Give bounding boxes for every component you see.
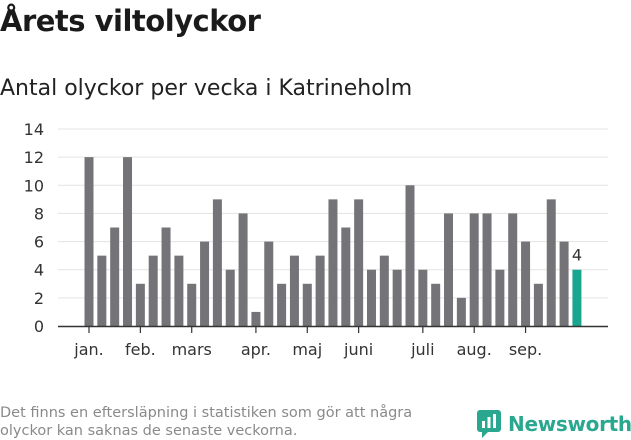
bar-week-11 bbox=[212, 199, 222, 326]
bar-week-37 bbox=[546, 199, 556, 326]
bar-week-3 bbox=[110, 227, 120, 326]
x-tick-label-aug: aug. bbox=[457, 340, 492, 359]
bar-week-16 bbox=[277, 283, 287, 326]
bar-week-9 bbox=[187, 283, 197, 326]
x-axis: jan. feb. mars apr. maj juni juli aug. sep. bbox=[58, 325, 608, 359]
x-tick-label-juni: juni bbox=[343, 340, 373, 359]
bar-week-17 bbox=[289, 255, 299, 326]
y-tick-label-0: 0 bbox=[34, 317, 44, 336]
y-tick-label-2: 2 bbox=[34, 289, 44, 308]
chart-subtitle: Antal olyckor per vecka i Katrineholm bbox=[0, 76, 413, 101]
bar-week-18 bbox=[302, 283, 312, 326]
bar-week-25 bbox=[392, 269, 402, 326]
bar-week-24 bbox=[379, 255, 389, 326]
bar-week-36 bbox=[533, 283, 543, 326]
bar-week-26 bbox=[405, 185, 415, 326]
y-tick-label-4: 4 bbox=[34, 261, 44, 280]
newsworthy-chart-icon bbox=[477, 410, 501, 438]
bar-week-33 bbox=[495, 269, 505, 326]
bar-week-32 bbox=[482, 213, 492, 326]
bar-week-13 bbox=[238, 213, 248, 326]
y-tick-label-10: 10 bbox=[24, 176, 44, 195]
bar-week-2 bbox=[97, 255, 107, 326]
y-tick-label-14: 14 bbox=[24, 120, 44, 139]
bar-week-20 bbox=[328, 199, 338, 326]
bar-week-34 bbox=[508, 213, 518, 326]
bar-week-39 bbox=[572, 269, 582, 326]
brand-name: Newsworthy bbox=[508, 412, 631, 436]
bar-week-28 bbox=[431, 283, 441, 326]
bar-week-1 bbox=[84, 157, 94, 326]
x-tick-label-juli: juli bbox=[410, 340, 434, 359]
data-labels: 4 bbox=[572, 246, 582, 265]
y-axis-ticks: 0 2 4 6 8 10 12 14 bbox=[24, 120, 44, 336]
newsworthy-logo: Newsworthy bbox=[476, 408, 631, 440]
bars bbox=[84, 157, 582, 326]
bar-week-27 bbox=[418, 269, 428, 326]
footnote: Det finns en eftersläpning i statistiken… bbox=[0, 405, 413, 439]
bar-week-7 bbox=[161, 227, 171, 326]
x-tick-label-jan: jan. bbox=[73, 340, 103, 359]
bar-chart: 0 2 4 6 8 10 12 14 jan. feb. mars apr. maj juni juli a… bbox=[24, 120, 608, 359]
bar-week-23 bbox=[366, 269, 376, 326]
y-tick-label-8: 8 bbox=[34, 204, 44, 223]
x-tick-label-sep: sep. bbox=[509, 340, 542, 359]
bar-week-21 bbox=[341, 227, 351, 326]
bar-week-19 bbox=[315, 255, 325, 326]
x-tick-label-maj: maj bbox=[292, 340, 322, 359]
bar-week-4 bbox=[123, 157, 133, 326]
bar-week-8 bbox=[174, 255, 184, 326]
chart-title: Årets viltolyckor bbox=[0, 4, 261, 38]
bar-week-5 bbox=[135, 283, 145, 326]
x-tick-label-feb: feb. bbox=[125, 340, 156, 359]
bar-week-10 bbox=[200, 241, 210, 326]
bar-week-30 bbox=[456, 297, 466, 326]
bar-week-15 bbox=[264, 241, 274, 326]
bar-week-14 bbox=[251, 311, 261, 326]
x-tick-label-apr: apr. bbox=[241, 340, 271, 359]
bar-week-22 bbox=[354, 199, 364, 326]
bar-week-38 bbox=[559, 241, 569, 326]
bar-week-6 bbox=[148, 255, 158, 326]
y-tick-label-6: 6 bbox=[34, 233, 44, 252]
bar-week-31 bbox=[469, 213, 479, 326]
bar-week-29 bbox=[444, 213, 454, 326]
highlight-data-label: 4 bbox=[572, 246, 582, 265]
x-tick-label-mars: mars bbox=[172, 340, 212, 359]
bar-week-12 bbox=[225, 269, 235, 326]
y-tick-label-12: 12 bbox=[24, 148, 44, 167]
bar-week-35 bbox=[521, 241, 531, 326]
